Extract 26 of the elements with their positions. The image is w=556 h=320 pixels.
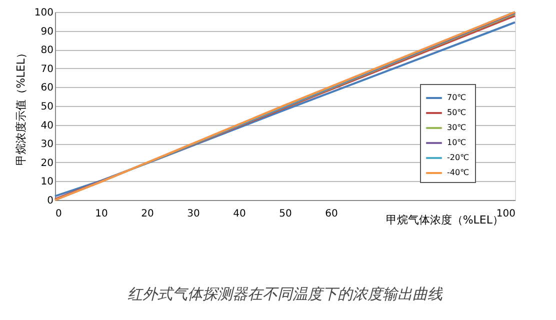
x-tick-label: 20 [141,208,154,220]
text: 红外式气体探测器在不同温度下的浓度输出曲线 [128,285,444,303]
legend-label: 30℃ [447,123,466,132]
y-tick-label: 100 [34,8,54,18]
legend-label: -20℃ [447,153,470,162]
y-axis-title: 甲烷浓度示值（%LEL） [14,48,28,166]
y-tick-label: 30 [40,139,54,150]
legend-label: 70℃ [447,93,466,102]
x-tick-label: 0 [56,208,62,220]
y-tick-label: 0 [47,196,54,206]
y-tick-label: 60 [40,82,54,94]
x-tick-label: 40 [233,208,246,220]
x-tick-label: 30 [187,208,200,220]
y-tick-label: 50 [40,102,54,112]
y-tick-label: 40 [40,120,54,132]
y-tick-label: 70 [40,64,54,75]
legend-label: -40℃ [447,168,470,177]
legend-label: 10℃ [447,138,466,147]
y-tick-label: 20 [40,158,54,169]
x-tick-label: 10 [95,208,108,220]
x-tick-label: 60 [325,208,338,220]
y-tick-label: 80 [40,45,54,56]
y-tick-label: 90 [40,26,54,38]
legend-label: 50℃ [447,108,466,117]
x-tick-label: 50 [279,208,292,220]
y-tick-label: 10 [40,176,54,188]
